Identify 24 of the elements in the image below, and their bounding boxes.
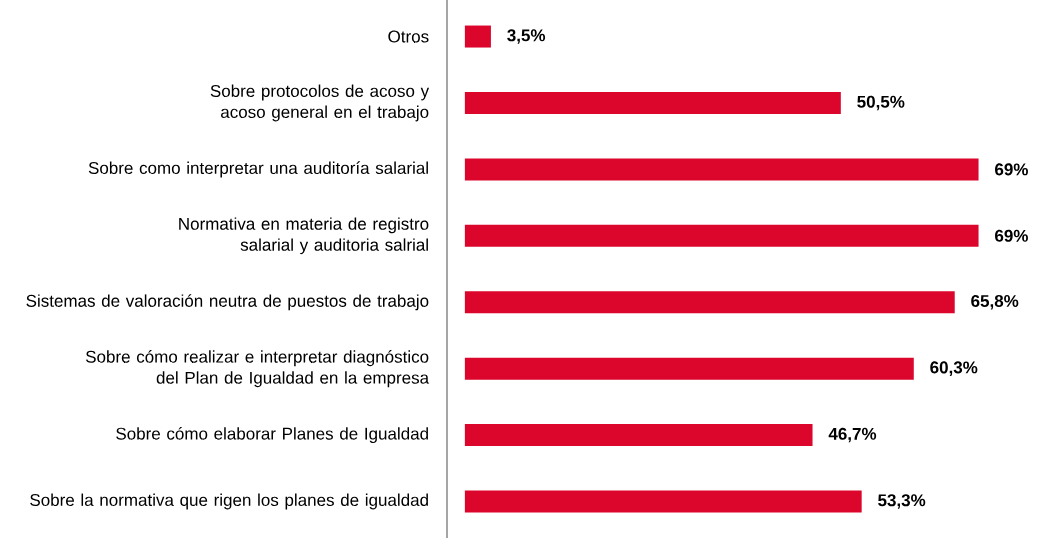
y-tick-label: Sobre cómo elaborar Planes de Igualdad [116, 427, 428, 444]
data-label: 69% [995, 163, 1028, 176]
data-label: 65,8% [971, 294, 1019, 310]
data-label: 46,7% [828, 427, 877, 443]
bar [464, 91, 841, 114]
data-label: 60,3% [930, 361, 978, 376]
y-tick-label: Sobre como interpretar una auditoría salarial [88, 161, 428, 178]
bar [464, 158, 979, 181]
bar [464, 291, 955, 314]
data-label: 50,5% [857, 95, 905, 111]
y-tick-label: Sobre cómo realizar e interpretar diagnóstico del Plan de Igualdad en la empresa [85, 350, 430, 388]
bar [464, 357, 914, 380]
y-tick-label: Sobre la normativa que rigen los planes de igualdad [30, 493, 428, 510]
bar [464, 424, 813, 447]
data-label: 53,3% [878, 494, 926, 509]
y-tick-label: Otros [388, 30, 429, 43]
y-tick-label: Sistemas de valoración neutra de puestos de trabajo [26, 294, 429, 311]
bar [464, 224, 979, 247]
bar [464, 25, 491, 48]
data-label: 3,5% [507, 29, 546, 44]
data-label: 69% [995, 229, 1028, 242]
y-tick-label: Normativa en materia de registro salarial y auditoria salrial [179, 217, 429, 255]
bar [464, 490, 862, 513]
y-tick-label: Sobre protocolos de acoso y acoso general en el trabajo [210, 84, 430, 122]
